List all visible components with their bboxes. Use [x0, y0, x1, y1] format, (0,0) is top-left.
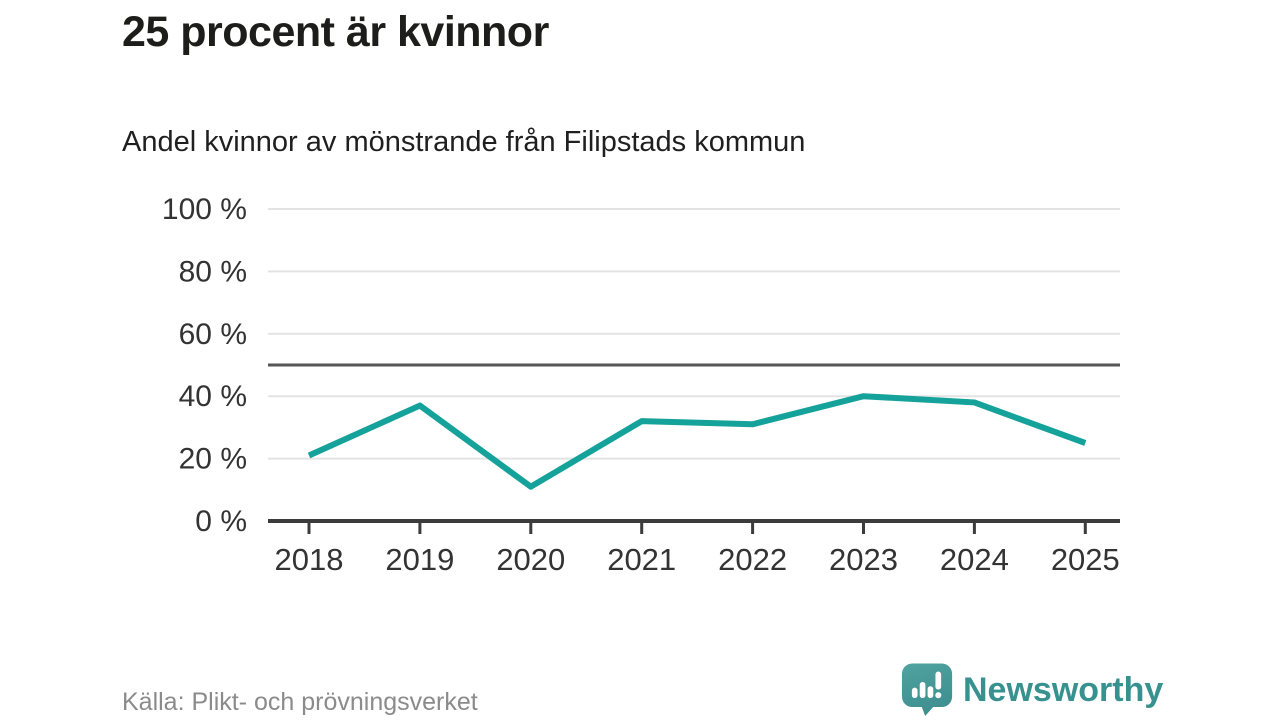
bar-chart-glyph: [911, 671, 942, 699]
newsworthy-wordmark: Newsworthy: [963, 670, 1164, 709]
newsworthy-chart-bubble-icon: [901, 663, 953, 717]
y-tick-label: 60 %: [179, 318, 247, 351]
speech-bubble-shape: [901, 663, 953, 717]
x-tick-label: 2022: [718, 542, 787, 577]
x-tick-label: 2020: [496, 542, 565, 577]
source-text: Källa: Plikt- och prövningsverket: [122, 688, 478, 716]
y-tick-label: 20 %: [179, 443, 247, 476]
x-tick-label: 2021: [607, 542, 676, 577]
y-tick-label: 100 %: [162, 193, 247, 226]
data-line-series: [307, 393, 1087, 490]
line-chart: 0 % 20 % 40 % 60 % 80 % 100 % 2018 2019 2020 2021…: [162, 193, 1120, 577]
x-tick-label: 2023: [829, 542, 898, 577]
chart-title: 25 procent är kvinnor: [122, 8, 549, 56]
x-tick-label: 2018: [275, 542, 344, 577]
chart-subtitle: Andel kvinnor av mönstrande från Filipst…: [122, 126, 806, 158]
x-tick-label: 2025: [1051, 542, 1120, 577]
x-tick-label: 2024: [940, 542, 1009, 577]
y-tick-label: 40 %: [179, 380, 247, 413]
newsworthy-logo: Newsworthy: [901, 662, 1163, 718]
y-tick-label: 80 %: [179, 255, 247, 288]
x-tick-label: 2019: [385, 542, 454, 577]
y-tick-label: 0 %: [195, 505, 247, 538]
